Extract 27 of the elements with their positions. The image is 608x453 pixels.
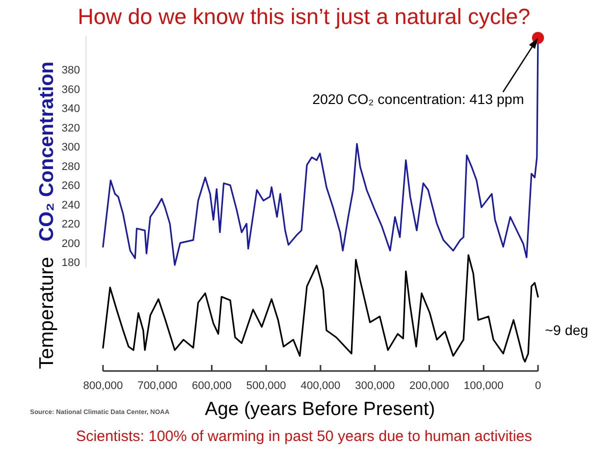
x-tick-label: 700,000 (137, 380, 178, 392)
text: ~9 deg (545, 322, 588, 338)
y-tick-label: 200 (62, 238, 80, 250)
chart-title: How do we know this isn’t just a natural cycle? (78, 4, 530, 29)
y-tick-label: 240 (62, 199, 80, 212)
text: Scientists: 100% of warming in past 50 years due to human activities (76, 428, 532, 445)
x-tick-label: 800,000 (83, 380, 123, 392)
y-tick-label: 180 (62, 257, 80, 270)
y-tick-label: 380 (62, 64, 80, 77)
y-tick-label: 280 (62, 160, 80, 173)
y-axis-title: Temperature (36, 256, 58, 370)
annotation: 2020 CO₂ concentration: 413 ppm (312, 91, 524, 107)
y-tick-label: 340 (62, 103, 80, 116)
y-tick-label: 260 (62, 180, 80, 192)
x-tick-label: 500,000 (246, 380, 286, 392)
x-tick-label: 600,000 (192, 380, 232, 392)
x-tick-label: 300,000 (354, 380, 395, 392)
x-tick-label: 0 (534, 380, 542, 392)
x-tick-label: 100,000 (464, 380, 504, 392)
y-tick-label: 300 (62, 142, 80, 154)
x-tick-label: 400,000 (300, 380, 340, 392)
y-tick-label: 220 (62, 218, 80, 231)
y-tick-label: 360 (62, 84, 80, 96)
x-tick-label: 200,000 (409, 380, 450, 392)
x-axis-title: Age (years Before Present) (204, 399, 436, 420)
y-axis-title: CO₂ Concentration (36, 62, 58, 242)
y-tick-label: 320 (62, 122, 80, 134)
